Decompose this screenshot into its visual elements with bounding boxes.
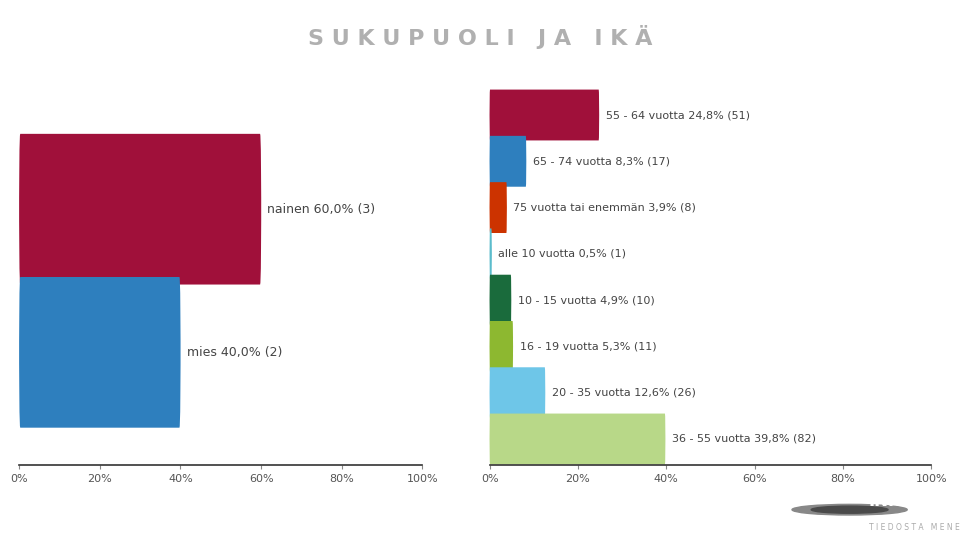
FancyBboxPatch shape [19,134,261,285]
FancyBboxPatch shape [490,321,514,372]
Circle shape [811,506,888,513]
Text: 20 - 35 vuotta 12,6% (26): 20 - 35 vuotta 12,6% (26) [552,388,696,398]
Text: 16 - 19 vuotta 5,3% (11): 16 - 19 vuotta 5,3% (11) [519,341,657,351]
Text: T I E D O S T A   M E N E S T Y S: T I E D O S T A M E N E S T Y S [869,523,960,532]
FancyBboxPatch shape [490,367,545,418]
FancyBboxPatch shape [490,413,665,464]
FancyBboxPatch shape [490,90,599,140]
Text: 55 - 64 vuotta 24,8% (51): 55 - 64 vuotta 24,8% (51) [606,110,750,120]
Text: S U K U P U O L I   J A   I K Ä: S U K U P U O L I J A I K Ä [308,25,652,49]
Text: nainen 60,0% (3): nainen 60,0% (3) [267,203,375,216]
Text: 65 - 74 vuotta 8,3% (17): 65 - 74 vuotta 8,3% (17) [533,156,670,166]
FancyBboxPatch shape [490,136,526,187]
FancyBboxPatch shape [490,182,507,233]
Text: alle 10 vuotta 0,5% (1): alle 10 vuotta 0,5% (1) [498,249,627,259]
Text: 36 - 55 vuotta 39,8% (82): 36 - 55 vuotta 39,8% (82) [672,434,816,444]
FancyBboxPatch shape [490,275,512,326]
FancyBboxPatch shape [490,228,492,279]
Text: mies 40,0% (2): mies 40,0% (2) [186,346,282,359]
Circle shape [792,504,907,515]
Text: 75 vuotta tai enemmän 3,9% (8): 75 vuotta tai enemmän 3,9% (8) [514,203,696,213]
Text: 10 - 15 vuotta 4,9% (10): 10 - 15 vuotta 4,9% (10) [517,295,655,305]
Text: INNOLINK: INNOLINK [869,492,960,510]
FancyBboxPatch shape [19,277,180,428]
